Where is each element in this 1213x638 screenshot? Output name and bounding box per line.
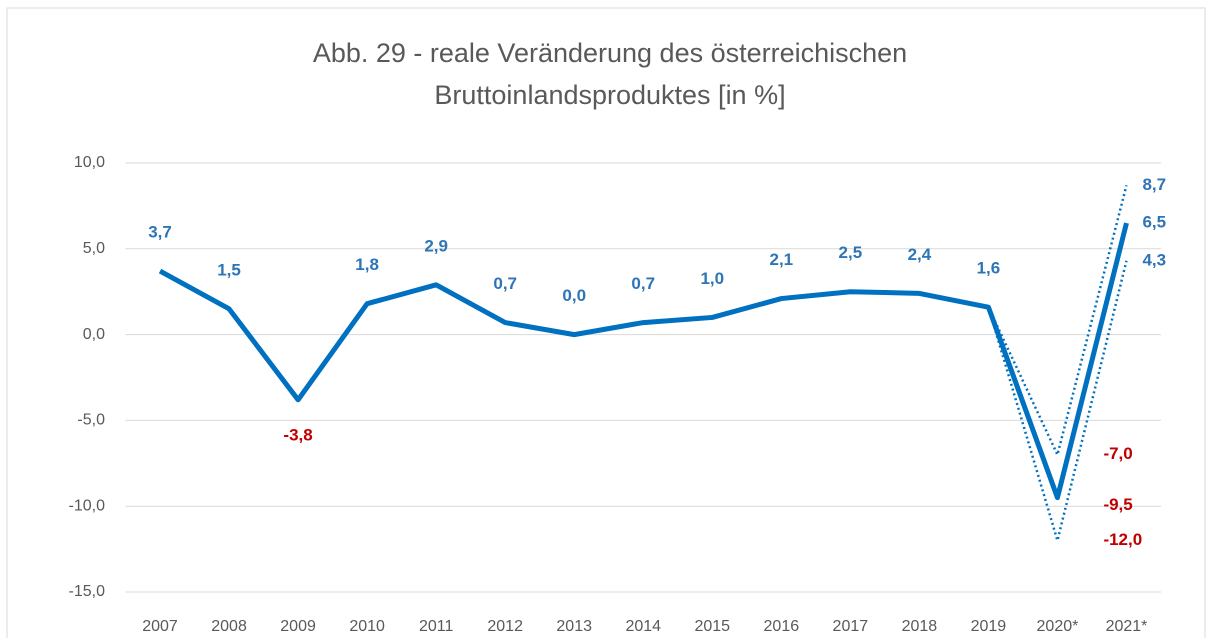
x-tick-label: 2008: [211, 618, 247, 635]
data-label: 8,7: [1142, 175, 1166, 194]
x-tick-label: 2017: [833, 618, 869, 635]
data-label: 1,5: [217, 260, 241, 279]
data-label: 2,9: [424, 236, 448, 255]
data-label: 4,3: [1142, 250, 1166, 269]
y-tick-label: -10,0: [69, 497, 106, 514]
x-tick-label: 2016: [764, 618, 800, 635]
y-tick-label: -15,0: [69, 583, 106, 600]
data-label: -12,0: [1103, 530, 1142, 549]
data-label: 3,7: [148, 223, 172, 242]
x-tick-label: 2020*: [1037, 618, 1079, 635]
y-tick-label: -5,0: [77, 412, 105, 429]
data-label: -9,5: [1103, 495, 1132, 514]
series-line: [158, 222, 1129, 501]
chart-title: Abb. 29 - reale Veränderung des österrei…: [313, 38, 907, 68]
y-tick-label: 5,0: [83, 240, 105, 257]
data-label: -7,0: [1103, 444, 1132, 463]
x-tick-label: 2010: [349, 618, 385, 635]
data-label: 2,4: [908, 245, 932, 264]
scenario-line: [987, 184, 1128, 456]
y-tick-label: 10,0: [74, 154, 105, 171]
data-label: 1,6: [977, 259, 1001, 278]
data-label: 2,5: [839, 243, 863, 262]
x-tick-label: 2013: [556, 618, 592, 635]
x-tick-label: 2018: [902, 618, 938, 635]
x-tick-label: 2011: [419, 618, 454, 635]
data-label: -3,8: [283, 425, 312, 444]
data-label: 1,8: [355, 255, 379, 274]
y-tick-label: 0,0: [83, 326, 105, 343]
chart-border: [6, 7, 1206, 638]
scenario-line: [987, 260, 1128, 542]
data-label: 0,0: [562, 286, 586, 305]
data-label: 0,7: [493, 274, 517, 293]
x-tick-label: 2009: [280, 618, 316, 635]
x-tick-label: 2012: [487, 618, 523, 635]
x-tick-label: 2014: [625, 618, 661, 635]
data-label: 6,5: [1142, 213, 1166, 232]
data-label: 2,1: [769, 250, 793, 269]
x-tick-label: 2019: [971, 618, 1007, 635]
x-tick-label: 2015: [694, 618, 730, 635]
chart-title: Bruttoinlandsproduktes [in %]: [434, 80, 785, 110]
x-tick-label: 2007: [142, 618, 178, 635]
x-tick-label: 2021*: [1106, 618, 1148, 635]
data-label: 1,0: [700, 269, 724, 288]
data-label: 0,7: [631, 274, 655, 293]
